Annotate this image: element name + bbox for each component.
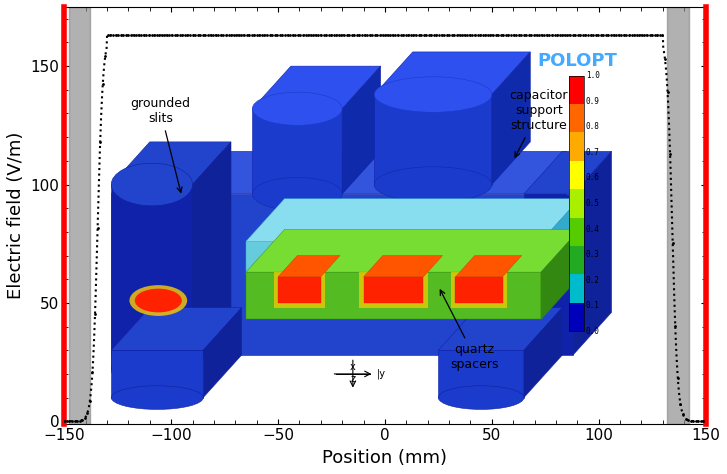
- Ellipse shape: [111, 386, 204, 410]
- Text: 0.2: 0.2: [586, 276, 600, 285]
- Bar: [569, 218, 584, 246]
- Polygon shape: [111, 350, 204, 398]
- Polygon shape: [524, 308, 563, 398]
- Polygon shape: [111, 308, 241, 350]
- Ellipse shape: [111, 163, 193, 206]
- Text: 0.6: 0.6: [586, 173, 600, 182]
- Polygon shape: [524, 151, 611, 194]
- Polygon shape: [111, 184, 193, 369]
- Polygon shape: [246, 199, 579, 241]
- Ellipse shape: [134, 289, 182, 312]
- Polygon shape: [456, 255, 522, 277]
- Polygon shape: [573, 151, 611, 355]
- Polygon shape: [246, 272, 541, 319]
- Text: quartz
spacers: quartz spacers: [441, 290, 499, 371]
- Text: 0.8: 0.8: [586, 122, 600, 131]
- Polygon shape: [438, 350, 524, 398]
- Bar: [569, 161, 584, 189]
- X-axis label: Position (mm): Position (mm): [323, 449, 447, 467]
- Text: x: x: [350, 362, 356, 372]
- Ellipse shape: [129, 285, 187, 316]
- Polygon shape: [364, 255, 443, 277]
- Polygon shape: [492, 52, 530, 184]
- Text: POLOPT: POLOPT: [537, 52, 617, 70]
- Bar: [569, 246, 584, 274]
- Bar: [569, 104, 584, 132]
- Bar: [569, 132, 584, 161]
- Polygon shape: [374, 94, 492, 184]
- Ellipse shape: [374, 167, 492, 202]
- Polygon shape: [252, 109, 342, 194]
- Text: 0.4: 0.4: [586, 225, 600, 234]
- Polygon shape: [342, 66, 381, 194]
- Polygon shape: [111, 194, 529, 355]
- Y-axis label: Electric field (V/m): Electric field (V/m): [7, 132, 25, 299]
- Polygon shape: [111, 151, 566, 194]
- Polygon shape: [278, 277, 321, 303]
- Polygon shape: [252, 66, 381, 109]
- Polygon shape: [246, 229, 579, 272]
- Text: 0.5: 0.5: [586, 199, 600, 208]
- Text: 0.7: 0.7: [586, 148, 600, 157]
- Bar: [569, 303, 584, 331]
- Polygon shape: [111, 142, 231, 184]
- Bar: [667, 7, 688, 424]
- Polygon shape: [204, 308, 241, 398]
- Polygon shape: [364, 277, 423, 303]
- Text: 0.0: 0.0: [586, 327, 600, 336]
- Bar: [569, 274, 584, 303]
- Ellipse shape: [111, 348, 193, 391]
- Bar: [569, 76, 584, 104]
- Ellipse shape: [252, 177, 342, 210]
- Text: 0.3: 0.3: [586, 250, 600, 259]
- Polygon shape: [278, 255, 340, 277]
- Bar: [569, 76, 584, 331]
- Polygon shape: [524, 194, 573, 355]
- Polygon shape: [374, 52, 530, 94]
- Ellipse shape: [252, 92, 342, 125]
- Ellipse shape: [438, 386, 524, 410]
- Text: z: z: [350, 374, 356, 384]
- Polygon shape: [438, 308, 563, 350]
- Text: 1.0: 1.0: [586, 71, 600, 80]
- Text: grounded
slits: grounded slits: [130, 97, 190, 192]
- Polygon shape: [456, 277, 502, 303]
- Text: 0.1: 0.1: [586, 301, 600, 310]
- Polygon shape: [529, 151, 566, 355]
- Text: |y: |y: [377, 369, 385, 379]
- Text: 0.9: 0.9: [586, 97, 600, 106]
- Text: capacitor
support
structure: capacitor support structure: [510, 90, 568, 157]
- Polygon shape: [451, 272, 507, 308]
- Ellipse shape: [374, 77, 492, 112]
- Polygon shape: [193, 142, 231, 369]
- Bar: [569, 189, 584, 218]
- Polygon shape: [541, 229, 579, 319]
- Polygon shape: [541, 199, 579, 274]
- Polygon shape: [246, 241, 541, 274]
- Polygon shape: [359, 272, 427, 308]
- Polygon shape: [274, 272, 325, 308]
- Bar: [68, 7, 90, 424]
